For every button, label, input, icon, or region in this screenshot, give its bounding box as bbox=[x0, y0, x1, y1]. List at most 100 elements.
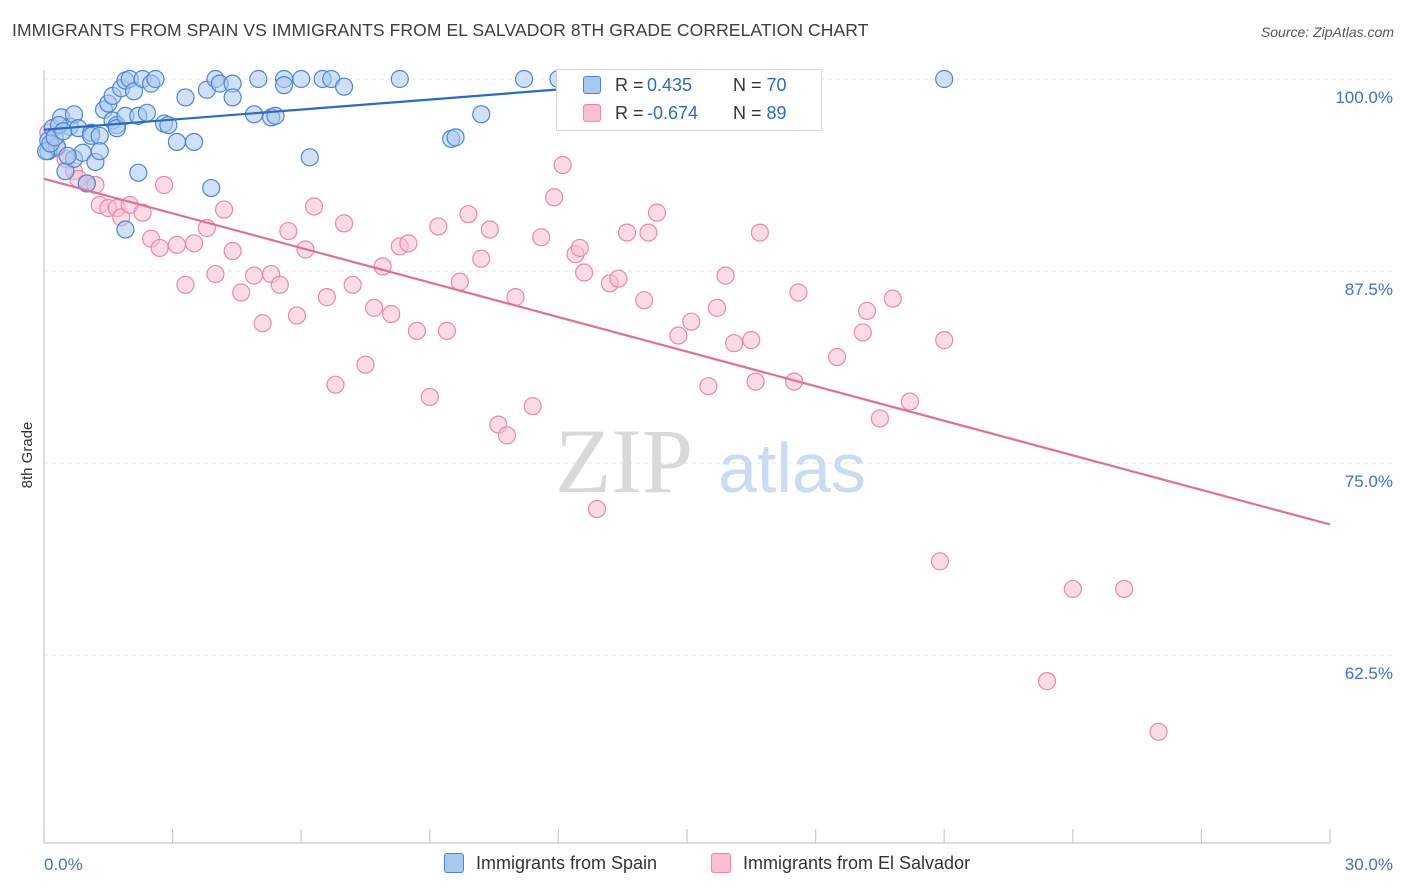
salvador-point bbox=[1037, 672, 1057, 691]
salvador-swatch bbox=[583, 104, 601, 122]
salvador-point bbox=[304, 197, 324, 216]
watermark: ZIP atlas bbox=[555, 410, 866, 512]
bottom-salvador-swatch bbox=[711, 853, 731, 873]
spain-point bbox=[54, 122, 73, 141]
salvador-point bbox=[587, 499, 607, 519]
salvador-point bbox=[1115, 579, 1134, 599]
salvador-point bbox=[407, 321, 427, 341]
salvador-point bbox=[459, 205, 478, 224]
spain-point bbox=[184, 132, 204, 152]
spain-point bbox=[935, 69, 954, 89]
salvador-point bbox=[437, 321, 457, 341]
y-axis-label-wrap: 8th Grade bbox=[18, 422, 38, 535]
spain-point bbox=[124, 82, 144, 101]
salvador-point bbox=[900, 392, 920, 411]
salvador-point bbox=[399, 234, 418, 253]
spain-n-value: 70 bbox=[766, 75, 787, 95]
salvador-point bbox=[870, 409, 890, 428]
salvador-point bbox=[647, 203, 667, 222]
spain-n-label: N = 70 bbox=[733, 75, 787, 96]
y-tick-label: 100.0% bbox=[1335, 88, 1393, 107]
salvador-point bbox=[827, 347, 847, 367]
salvador-point bbox=[167, 235, 186, 254]
y-tick-label: 75.0% bbox=[1345, 472, 1393, 491]
salvador-point bbox=[617, 223, 637, 242]
salvador-point bbox=[287, 306, 307, 325]
spain-point bbox=[223, 88, 242, 107]
salvador-point bbox=[639, 223, 658, 242]
salvador-point bbox=[883, 289, 902, 308]
spain-point bbox=[146, 69, 165, 89]
spain-point bbox=[58, 146, 77, 165]
salvador-point bbox=[1063, 579, 1082, 599]
spain-point bbox=[77, 174, 96, 193]
salvador-point bbox=[176, 275, 195, 294]
salvador-point bbox=[750, 223, 769, 242]
salvador-point bbox=[150, 238, 169, 258]
spain-r-value: 0.435 bbox=[647, 75, 693, 95]
spain-point bbox=[167, 132, 186, 152]
salvador-trend-line bbox=[43, 177, 1331, 526]
salvador-point bbox=[853, 323, 872, 342]
axes bbox=[43, 70, 1331, 844]
salvador-point bbox=[244, 266, 264, 285]
salvador-point bbox=[553, 155, 572, 175]
salvador-n-label: N = 89 bbox=[733, 103, 787, 124]
spain-point bbox=[274, 76, 294, 95]
salvador-n-value: 89 bbox=[766, 103, 787, 123]
salvador-point bbox=[480, 220, 499, 239]
salvador-point bbox=[450, 272, 469, 291]
salvador-point bbox=[857, 301, 877, 321]
x-tick-label-max: 30.0% bbox=[1345, 855, 1393, 874]
spain-point bbox=[137, 103, 156, 122]
salvador-point bbox=[317, 288, 337, 307]
spain-swatch bbox=[583, 76, 601, 94]
spain-point bbox=[515, 69, 534, 89]
salvador-point bbox=[364, 298, 384, 317]
bottom-salvador-label: Immigrants from El Salvador bbox=[743, 853, 971, 873]
salvador-point bbox=[356, 355, 375, 374]
spain-point bbox=[90, 126, 109, 145]
salvador-point bbox=[343, 275, 362, 294]
legend-row-spain: R = 0.435 N = 70 bbox=[557, 73, 821, 99]
tick-labels: 100.0% 87.5% 75.0% 62.5% 0.0% 30.0% bbox=[44, 88, 1393, 874]
spain-point bbox=[390, 69, 409, 89]
salvador-point bbox=[133, 203, 152, 222]
spain-points bbox=[37, 69, 954, 239]
spain-n-text: N = bbox=[733, 75, 767, 95]
salvador-point bbox=[716, 266, 735, 285]
spain-point bbox=[292, 69, 311, 89]
salvador-point bbox=[532, 228, 551, 247]
salvador-point bbox=[570, 238, 589, 258]
bottom-spain-label: Immigrants from Spain bbox=[476, 853, 658, 873]
salvador-point bbox=[635, 291, 654, 310]
salvador-point bbox=[742, 331, 761, 350]
y-tick-label: 87.5% bbox=[1345, 280, 1393, 299]
spain-point bbox=[176, 88, 195, 107]
salvador-point bbox=[725, 334, 744, 353]
spain-point bbox=[446, 128, 465, 147]
stats-legend: R = 0.435 N = 70 R = -0.674 N = 89 bbox=[556, 69, 822, 131]
salvador-point bbox=[609, 269, 628, 288]
spain-point bbox=[90, 142, 109, 161]
chart-title: IMMIGRANTS FROM SPAIN VS IMMIGRANTS FROM… bbox=[12, 20, 869, 40]
salvador-point bbox=[669, 326, 688, 345]
salvador-point bbox=[223, 241, 242, 261]
salvador-point bbox=[472, 249, 491, 268]
salvador-point bbox=[232, 283, 251, 302]
salvador-point bbox=[935, 331, 954, 350]
x-tick-label-min: 0.0% bbox=[44, 855, 83, 874]
y-axis-label: 8th Grade bbox=[19, 422, 36, 489]
salvador-point bbox=[789, 283, 808, 302]
salvador-point bbox=[154, 175, 174, 195]
salvador-point bbox=[707, 298, 727, 317]
salvador-point bbox=[270, 275, 289, 294]
salvador-point bbox=[429, 217, 448, 236]
salvador-points bbox=[39, 97, 1168, 741]
salvador-point bbox=[497, 426, 517, 445]
source-credit: Source: ZipAtlas.com bbox=[1260, 24, 1394, 40]
salvador-point bbox=[184, 234, 204, 253]
spain-point bbox=[202, 178, 221, 198]
spain-point bbox=[116, 220, 135, 239]
